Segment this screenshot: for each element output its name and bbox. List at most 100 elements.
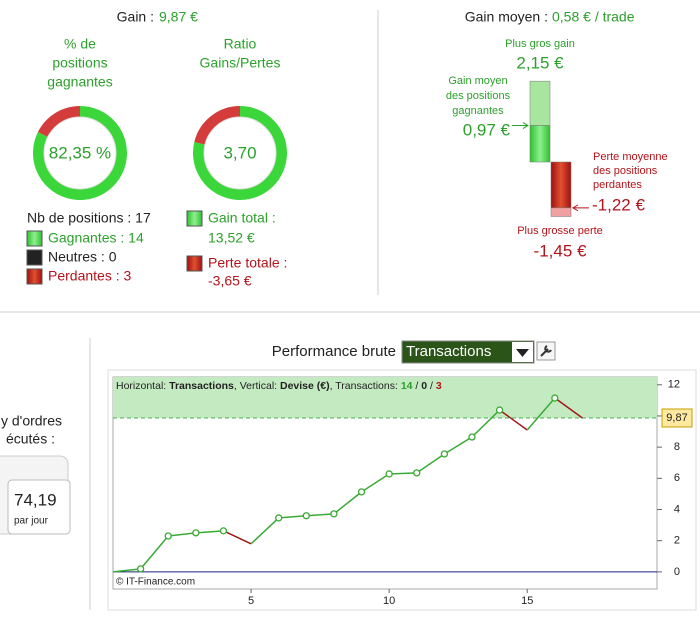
point xyxy=(440,450,449,458)
positions-count: Nb de positions : 17 xyxy=(27,210,151,226)
target-band xyxy=(113,377,657,418)
arrow xyxy=(572,204,589,212)
line-segment xyxy=(499,409,528,431)
info-part: 14 xyxy=(401,380,413,392)
info-part: , Vertical: xyxy=(234,380,280,392)
legend-label: Gain total : xyxy=(208,210,276,226)
value-tag-label: 9,87 xyxy=(666,412,687,424)
donut-value: 3,70 xyxy=(223,143,256,162)
legend-swatch xyxy=(26,249,43,266)
y-tick-label: 2 xyxy=(674,535,680,547)
info-part: Devise (€) xyxy=(280,380,330,392)
donut-title: % de xyxy=(64,36,96,52)
orders-title: y d'ordres xyxy=(1,413,62,429)
gain-value: 9,87 € xyxy=(159,9,198,25)
info-part: / xyxy=(427,380,436,392)
point xyxy=(330,510,338,518)
donut-title: gagnantes xyxy=(47,74,112,90)
info-part: 3 xyxy=(436,380,442,392)
line-segment xyxy=(389,472,417,475)
info-part: Transactions xyxy=(169,380,234,392)
bar-name: des positions xyxy=(593,165,658,177)
line-segment xyxy=(223,530,252,545)
bar-value: -1,45 € xyxy=(534,241,587,260)
info-part: Horizontal: xyxy=(116,380,169,392)
point xyxy=(302,512,310,520)
bar-name: Plus grosse perte xyxy=(517,225,603,237)
line-segment xyxy=(306,513,334,517)
line-segment xyxy=(416,453,445,474)
bar-value: -1,22 € xyxy=(592,195,645,214)
point xyxy=(385,470,393,478)
point xyxy=(357,488,366,496)
legend-label: Gagnantes : 14 xyxy=(48,230,144,246)
legend-label: Perte totale : xyxy=(208,255,287,271)
bar-value: 0,97 € xyxy=(463,120,511,139)
credit: © IT-Finance.com xyxy=(116,576,195,587)
legend-value: 13,52 € xyxy=(208,230,255,246)
donut-hole xyxy=(43,116,117,190)
y-tick-label: 4 xyxy=(674,503,680,515)
y-tick-label: 8 xyxy=(674,441,680,453)
legend-swatch xyxy=(26,268,43,285)
line-segment xyxy=(554,397,583,419)
donut-loss xyxy=(37,106,81,138)
dropdown-arrow xyxy=(516,349,529,357)
donut-loss xyxy=(194,106,241,145)
chart-info: Horizontal: Transactions, Vertical: Devi… xyxy=(116,380,442,392)
donut-title: Ratio xyxy=(224,36,257,52)
line-segment xyxy=(361,473,390,493)
donut-gain xyxy=(33,106,127,200)
donut-gain xyxy=(193,106,287,200)
point xyxy=(413,469,421,477)
dropdown[interactable] xyxy=(401,340,535,364)
info-part: , Transactions: xyxy=(330,380,401,392)
chart-frame xyxy=(107,369,697,611)
chart-title: Performance brute xyxy=(272,343,396,360)
bar-avg-gain xyxy=(529,125,551,163)
line-segment xyxy=(112,568,141,573)
y-tick-label: 6 xyxy=(674,472,680,484)
point xyxy=(495,406,504,414)
bar-name: Perte moyenne xyxy=(593,151,668,163)
x-tick-label: 5 xyxy=(248,595,254,607)
line-segment xyxy=(195,530,224,534)
donut-title: positions xyxy=(52,55,107,71)
y-tick-label: 12 xyxy=(668,379,680,391)
legend-swatch xyxy=(186,210,203,227)
point xyxy=(468,433,476,441)
legend-label: Neutres : 0 xyxy=(48,249,117,265)
donut-title: Gains/Pertes xyxy=(200,55,281,71)
bar-name: gagnantes xyxy=(452,105,504,117)
line-segment xyxy=(140,535,169,570)
bar-value: 2,15 € xyxy=(516,53,564,72)
dropdown-value[interactable]: Transactions xyxy=(406,343,491,360)
gain-label: Gain : xyxy=(117,9,154,25)
bar-name: Plus gros gain xyxy=(505,38,575,50)
donut-value: 82,35 % xyxy=(49,143,111,162)
line-segment xyxy=(443,436,473,455)
bar-name: des positions xyxy=(446,90,511,102)
bar-name: Gain moyen xyxy=(448,75,507,87)
orders-value: 74,19 xyxy=(14,490,57,509)
bar-max-loss xyxy=(550,207,572,217)
point xyxy=(192,529,200,537)
arrow xyxy=(512,122,529,129)
x-tick-label: 15 xyxy=(521,595,533,607)
point xyxy=(164,532,172,540)
line-segment xyxy=(278,514,307,519)
bar-avg-loss xyxy=(550,161,572,209)
value-tag xyxy=(661,408,693,428)
legend-value: -3,65 € xyxy=(208,273,252,289)
legend-swatch xyxy=(186,255,203,272)
donut-hole xyxy=(203,116,277,190)
avg-label: Gain moyen : xyxy=(465,9,548,25)
x-tick-label: 10 xyxy=(383,595,395,607)
line-segment xyxy=(471,409,501,438)
point xyxy=(136,565,145,573)
wrench-icon xyxy=(540,345,552,357)
bar-max-gain xyxy=(529,80,551,126)
avg-value: 0,58 € / trade xyxy=(552,9,635,25)
